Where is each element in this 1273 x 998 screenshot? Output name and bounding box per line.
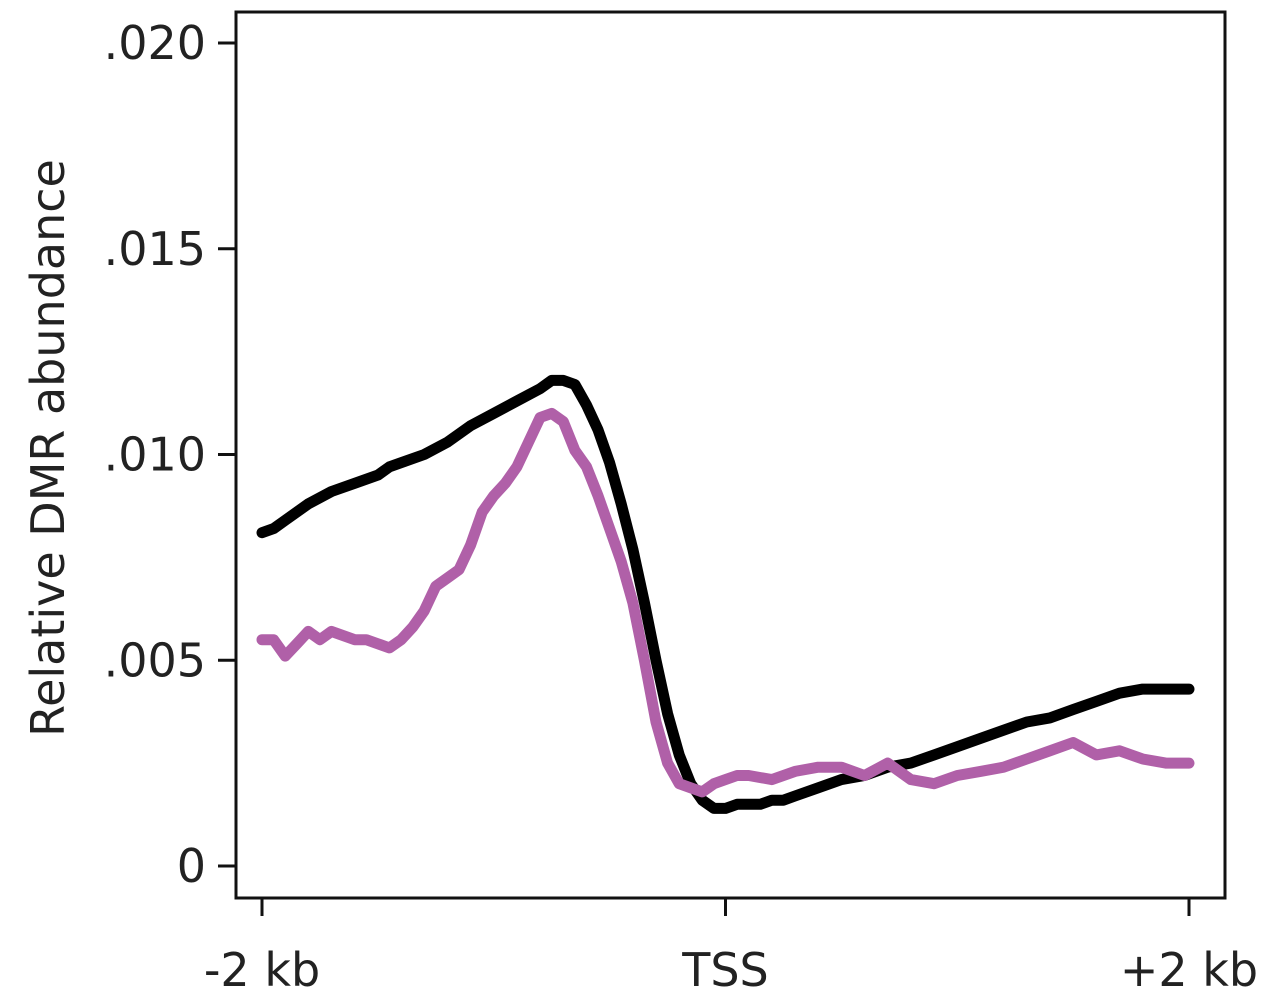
x-axis: -2 kb TSS +2 kb: [204, 898, 1258, 997]
y-tick-label: .010: [104, 428, 206, 482]
series-line-1: [256, 374, 1195, 814]
x-tick-label: -2 kb: [204, 943, 320, 997]
y-axis: 0 .005 .010 .015 .020: [104, 16, 236, 893]
plot-frame: [234, 10, 1227, 900]
series-layer: [256, 374, 1195, 814]
series-line-2: [256, 407, 1195, 798]
x-tick-label: +2 kb: [1120, 943, 1258, 997]
x-tick-label: TSS: [681, 943, 769, 997]
y-tick-label: .015: [104, 222, 206, 276]
y-axis-title: Relative DMR abundance: [21, 159, 75, 737]
y-tick-label: .020: [104, 16, 206, 70]
y-tick-label: .005: [104, 633, 206, 687]
y-tick-label: 0: [177, 839, 206, 893]
